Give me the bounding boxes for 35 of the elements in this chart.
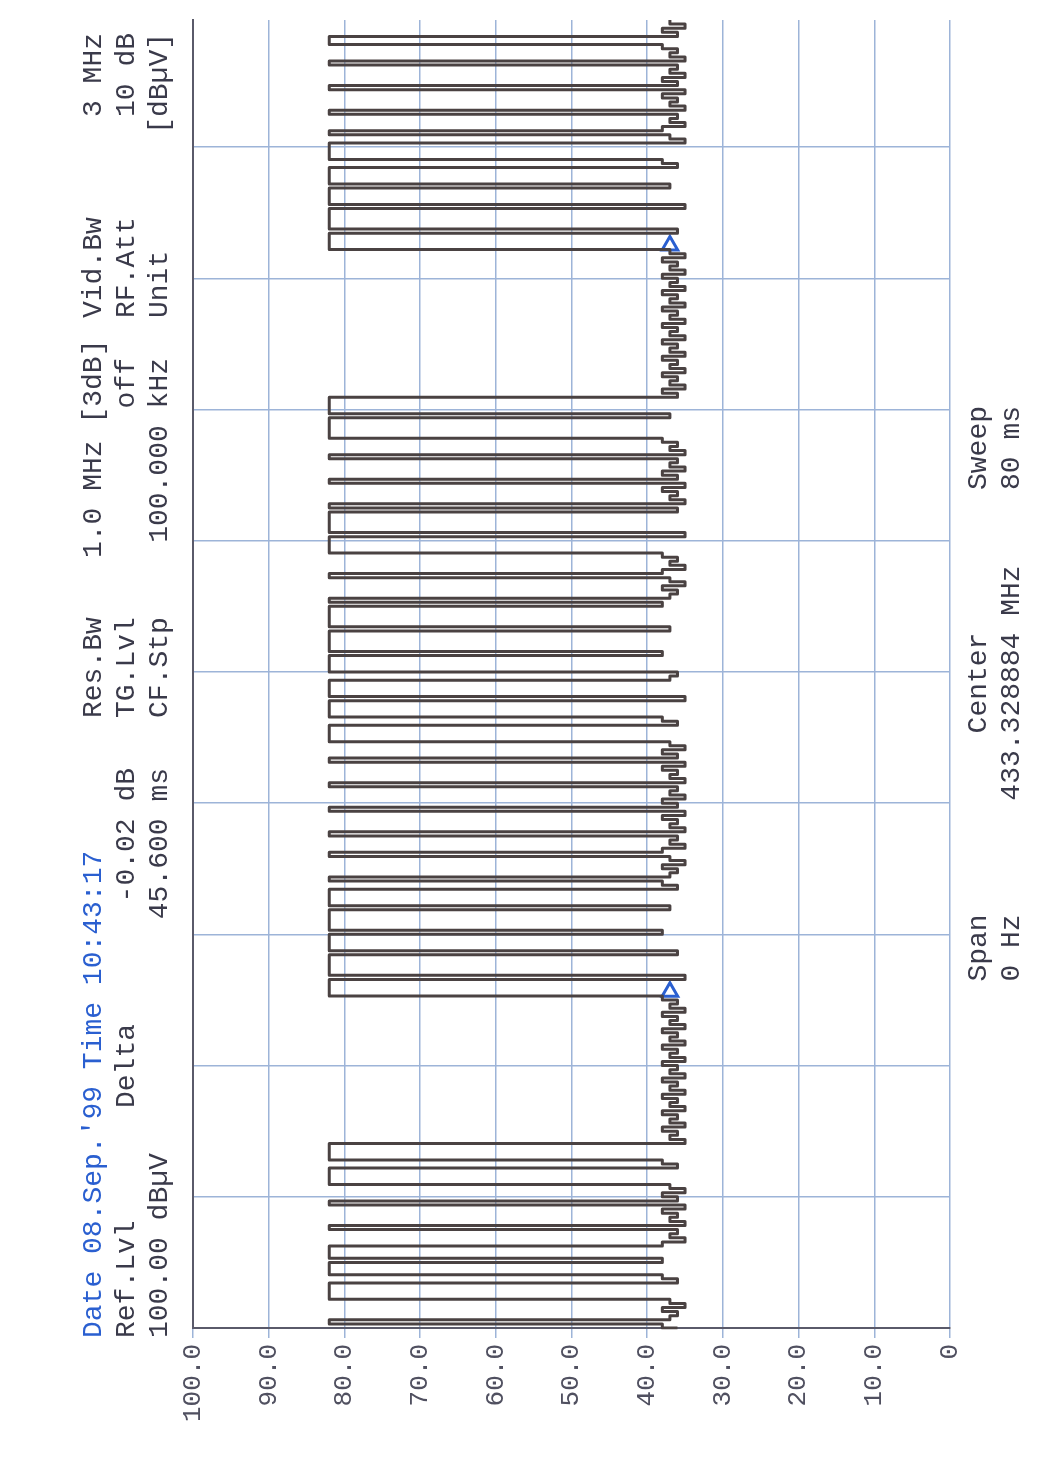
text: Span bbox=[963, 914, 995, 982]
text: Sweep bbox=[963, 405, 995, 491]
text: Vid.Bw bbox=[78, 217, 110, 318]
x-tick-label: 70.0 bbox=[404, 1344, 435, 1407]
text: 100.00 dBµV bbox=[144, 1153, 176, 1338]
text: RF.Att bbox=[111, 217, 143, 318]
text: Date 08.Sep.'99 Time 10:43:17 bbox=[78, 850, 110, 1338]
text: Ref.Lvl bbox=[111, 1220, 143, 1338]
text: Unit bbox=[144, 250, 176, 318]
x-tick-label: 0 bbox=[934, 1344, 965, 1360]
x-tick-label: 10.0 bbox=[859, 1344, 890, 1407]
text: 433.328884 MHz bbox=[996, 565, 1028, 801]
text: 1.0 MHz [3dB] bbox=[78, 339, 110, 558]
text: Delta bbox=[111, 1023, 143, 1108]
text: 10 dB bbox=[111, 33, 143, 118]
text: 3 MHz bbox=[78, 33, 110, 118]
x-tick-label: 90.0 bbox=[253, 1344, 284, 1407]
x-tick-label: 50.0 bbox=[556, 1344, 587, 1407]
x-tick-label: 30.0 bbox=[707, 1344, 738, 1407]
text: -0.02 dB bbox=[111, 768, 143, 903]
x-tick-label: 60.0 bbox=[480, 1344, 511, 1407]
text: [dBµV] bbox=[144, 33, 176, 134]
x-tick-label: 100.0 bbox=[177, 1344, 208, 1423]
x-tick-label: 20.0 bbox=[783, 1344, 814, 1407]
text: TG.Lvl bbox=[111, 617, 143, 718]
x-tick-label: 80.0 bbox=[329, 1344, 360, 1407]
text: Center bbox=[963, 632, 995, 734]
text: off bbox=[111, 358, 143, 409]
text: 100.000 kHz bbox=[144, 358, 176, 543]
text: Res.Bw bbox=[78, 617, 110, 718]
text: 80 ms bbox=[996, 405, 1028, 491]
x-tick-label: 40.0 bbox=[632, 1344, 663, 1407]
text: 0 Hz bbox=[996, 914, 1028, 982]
text: 45.600 ms bbox=[144, 768, 176, 920]
text: CF.Stp bbox=[144, 617, 176, 718]
